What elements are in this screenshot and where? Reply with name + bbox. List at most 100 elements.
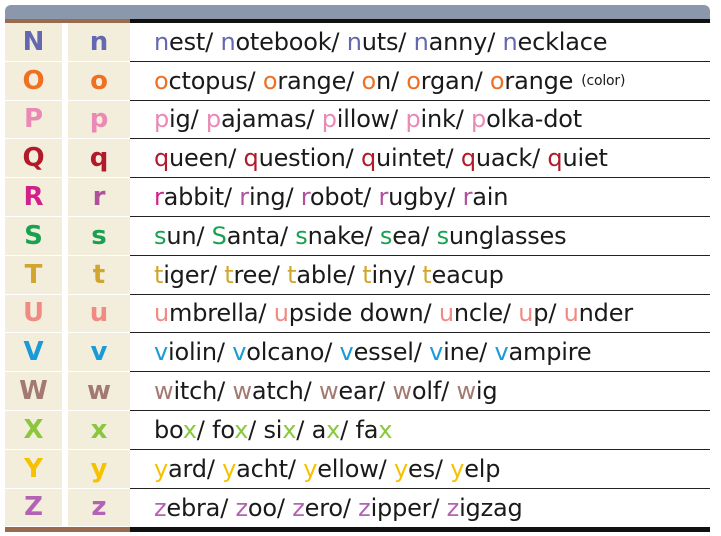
word-part: ebra xyxy=(166,493,221,522)
highlighted-letter: u xyxy=(563,299,579,328)
word-part: range xyxy=(277,66,347,95)
highlighted-letter: s xyxy=(295,221,308,250)
highlighted-letter: y xyxy=(303,454,318,483)
word-part: eacup xyxy=(431,260,504,289)
word-part: n xyxy=(375,66,391,95)
example-word: witch xyxy=(154,377,217,405)
highlighted-letter: x xyxy=(326,415,341,444)
highlighted-letter: n xyxy=(220,27,236,56)
word-part: otebook xyxy=(235,27,332,56)
highlighted-letter: t xyxy=(154,260,164,289)
highlighted-letter: r xyxy=(239,183,249,212)
highlighted-letter: p xyxy=(154,105,170,134)
example-word: wear xyxy=(319,377,377,405)
example-word: rugby xyxy=(378,183,447,211)
example-word: nanny xyxy=(414,28,488,56)
highlighted-letter: q xyxy=(360,144,377,173)
word-part: abbit xyxy=(163,183,224,212)
example-word: zoo xyxy=(236,494,278,522)
uppercase-letter: T xyxy=(5,255,62,295)
example-word: fax xyxy=(355,416,392,444)
word-part: uestion xyxy=(258,144,346,173)
highlighted-letter: S xyxy=(211,221,227,250)
highlighted-letter: y xyxy=(222,454,237,483)
example-word: table xyxy=(287,261,347,289)
word-part: illow xyxy=(336,105,391,134)
example-word: volcano xyxy=(232,338,324,366)
highlighted-letter: r xyxy=(300,183,310,212)
example-word: sun xyxy=(154,221,197,250)
word-part: un xyxy=(166,221,197,250)
lowercase-letter: t xyxy=(68,255,130,295)
highlighted-letter: o xyxy=(489,66,505,95)
example-word: vessel xyxy=(340,338,414,366)
example-words: queen / question / quintet / quack / quiet xyxy=(130,139,710,179)
highlighted-letter: p xyxy=(405,105,421,134)
highlighted-letter: r xyxy=(462,183,473,212)
highlighted-letter: y xyxy=(154,454,169,483)
highlighted-letter: o xyxy=(406,66,421,95)
example-word: orange xyxy=(490,67,573,95)
word-part: rgan xyxy=(420,66,475,95)
example-word: sunglasses xyxy=(437,222,567,250)
word-part: si xyxy=(263,415,283,444)
word-part: elp xyxy=(464,454,501,483)
highlighted-letter: x xyxy=(182,415,197,444)
highlighted-letter: w xyxy=(154,377,174,406)
highlighted-letter: w xyxy=(392,377,412,406)
uppercase-letter: R xyxy=(5,178,62,217)
word-part: obot xyxy=(309,183,364,212)
example-word: yacht xyxy=(222,455,288,483)
example-word: on xyxy=(361,67,391,95)
example-word: pillow xyxy=(321,105,391,134)
word-part: olka-dot xyxy=(486,105,582,134)
example-word: vampire xyxy=(495,338,592,366)
word-part: nder xyxy=(578,299,633,328)
highlighted-letter: p xyxy=(321,105,337,134)
word-part: uts xyxy=(361,27,399,56)
example-word: tiger xyxy=(154,261,209,289)
uppercase-letter: Q xyxy=(5,139,62,179)
highlighted-letter: v xyxy=(232,338,247,367)
word-part: unglasses xyxy=(448,221,567,250)
word-part: ain xyxy=(472,183,509,212)
example-word: ring xyxy=(239,183,285,211)
table-header-bar xyxy=(5,5,710,19)
highlighted-letter: o xyxy=(262,66,278,95)
word-part: essel xyxy=(353,338,414,367)
word-part: olf xyxy=(411,377,442,406)
example-word: rabbit xyxy=(154,183,224,211)
highlighted-letter: u xyxy=(154,299,170,328)
word-part: iger xyxy=(163,260,209,289)
word-part: uiet xyxy=(562,144,608,173)
lowercase-letter: o xyxy=(68,61,130,101)
example-words: tiger / tree / table / tiny / teacup xyxy=(130,256,710,295)
word-part: ear xyxy=(338,377,378,406)
word-part: ig xyxy=(475,377,498,406)
example-word: violin xyxy=(154,338,217,366)
highlighted-letter: x xyxy=(234,415,249,444)
word-part: ueen xyxy=(169,144,229,173)
example-word: umbrella xyxy=(154,299,259,328)
example-word: rain xyxy=(463,183,509,211)
example-word: zero xyxy=(292,494,343,522)
word-part: pside down xyxy=(288,299,424,328)
example-word: sea xyxy=(380,222,422,250)
example-word: Santa xyxy=(212,222,280,250)
word-part: ipper xyxy=(370,493,432,522)
example-words: yard / yacht / yellow / yes / yelp xyxy=(130,450,710,489)
word-part: ecklace xyxy=(517,27,608,56)
example-word: wig xyxy=(456,377,497,405)
highlighted-letter: o xyxy=(361,66,376,95)
example-words: rabbit / ring / robot / rugby / rain xyxy=(130,178,710,217)
word-part: iolin xyxy=(168,338,217,367)
highlighted-letter: x xyxy=(282,415,297,444)
highlighted-letter: p xyxy=(471,105,487,134)
word-part: p xyxy=(533,299,549,328)
